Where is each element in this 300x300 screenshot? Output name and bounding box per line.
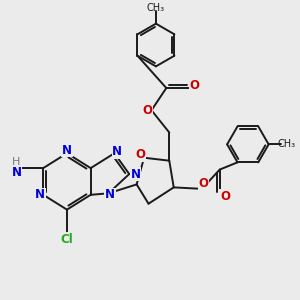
Text: H: H [12,157,21,166]
Text: O: O [198,177,208,190]
Text: N: N [11,166,22,179]
Text: N: N [35,188,45,201]
Text: O: O [220,190,230,203]
Text: CH₃: CH₃ [147,3,165,13]
Text: N: N [131,167,141,181]
Text: N: N [105,188,115,201]
Text: CH₃: CH₃ [278,140,296,149]
Text: O: O [136,148,146,161]
Text: N: N [62,144,72,157]
Text: O: O [142,104,152,117]
Text: Cl: Cl [61,233,73,246]
Text: O: O [190,79,200,92]
Text: N: N [112,145,122,158]
